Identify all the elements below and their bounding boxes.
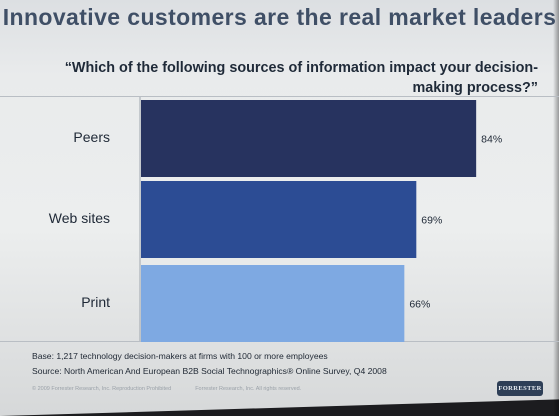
category-label: Peers [73,129,110,145]
value-label: 69% [421,214,442,226]
forrester-logo: FORRESTER [497,381,543,396]
slide-title: Innovative customers are the real market… [2,4,557,30]
value-label: 66% [409,298,430,310]
category-label: Web sites [49,210,110,226]
copyright-notice: © 2009 Forrester Research, Inc. Reproduc… [32,386,302,392]
bar-print [141,265,405,342]
category-label: Print [81,294,110,310]
screen-edge-shadow [553,0,559,416]
bar-web-sites [141,181,417,258]
bar-peers [141,100,477,177]
question-divider [0,96,559,97]
base-footnote: Base: 1,217 technology decision-makers a… [32,351,328,361]
survey-question: “Which of the following sources of infor… [64,60,538,96]
value-label: 84% [481,133,502,145]
source-footnote: Source: North American And European B2B … [32,366,387,376]
